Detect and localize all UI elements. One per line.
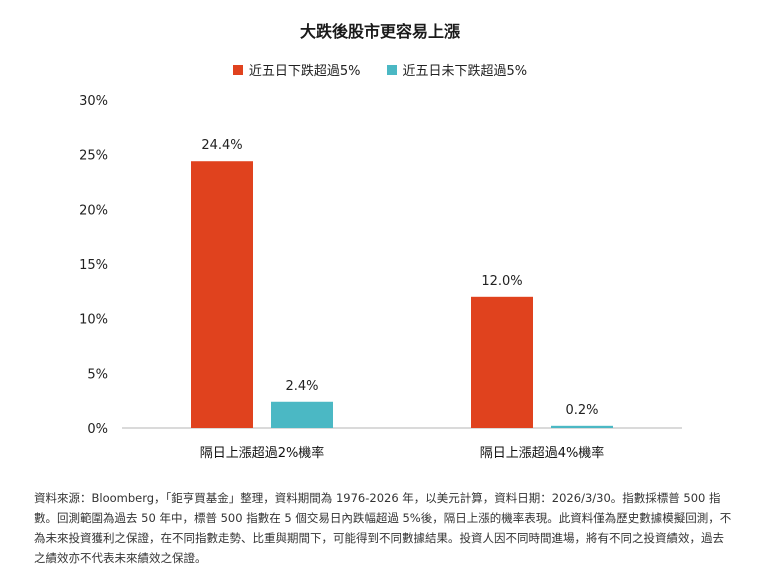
y-tick-label: 0% — [87, 422, 108, 437]
x-category-label: 隔日上漲超過2%機率 — [200, 445, 325, 461]
y-tick-label: 30% — [79, 94, 108, 109]
y-tick-label: 20% — [79, 203, 108, 218]
legend-item-series-2: 近五日未下跌超過5% — [386, 60, 528, 79]
data-label: 0.2% — [565, 403, 598, 418]
bar-chart: 0% 5% 10% 15% 20% 25% 30% 24.4% 2.4% 隔日上漲超過2%機率 12… — [79, 94, 682, 461]
bar-series-1-cat-2 — [471, 296, 533, 428]
y-tick-label: 10% — [79, 313, 108, 328]
bar-series-2-cat-1 — [271, 401, 333, 428]
legend-item-series-1: 近五日下跌超過5% — [232, 60, 361, 79]
data-label: 12.0% — [481, 274, 522, 289]
legend-label-series-1: 近五日下跌超過5% — [248, 64, 361, 79]
data-label: 2.4% — [285, 379, 318, 394]
y-tick-label: 15% — [79, 258, 108, 273]
legend-swatch-series-1 — [232, 64, 243, 75]
x-category-label: 隔日上漲超過4%機率 — [480, 445, 605, 461]
y-tick-label: 25% — [79, 149, 108, 164]
data-label: 24.4% — [201, 138, 242, 153]
footnote: 資料來源：Bloomberg，「鉅亨買基金」整理，資料期間為 1976-2026… — [34, 491, 732, 565]
legend-label-series-2: 近五日未下跌超過5% — [402, 64, 528, 79]
legend: 近五日下跌超過5% 近五日未下跌超過5% — [0, 60, 760, 79]
y-tick-label: 5% — [87, 367, 108, 382]
chart-title: 大跌後股市更容易上漲 — [299, 22, 460, 41]
bar-series-2-cat-2 — [551, 425, 613, 428]
legend-swatch-series-2 — [386, 64, 397, 75]
bar-series-1-cat-1 — [191, 161, 253, 428]
